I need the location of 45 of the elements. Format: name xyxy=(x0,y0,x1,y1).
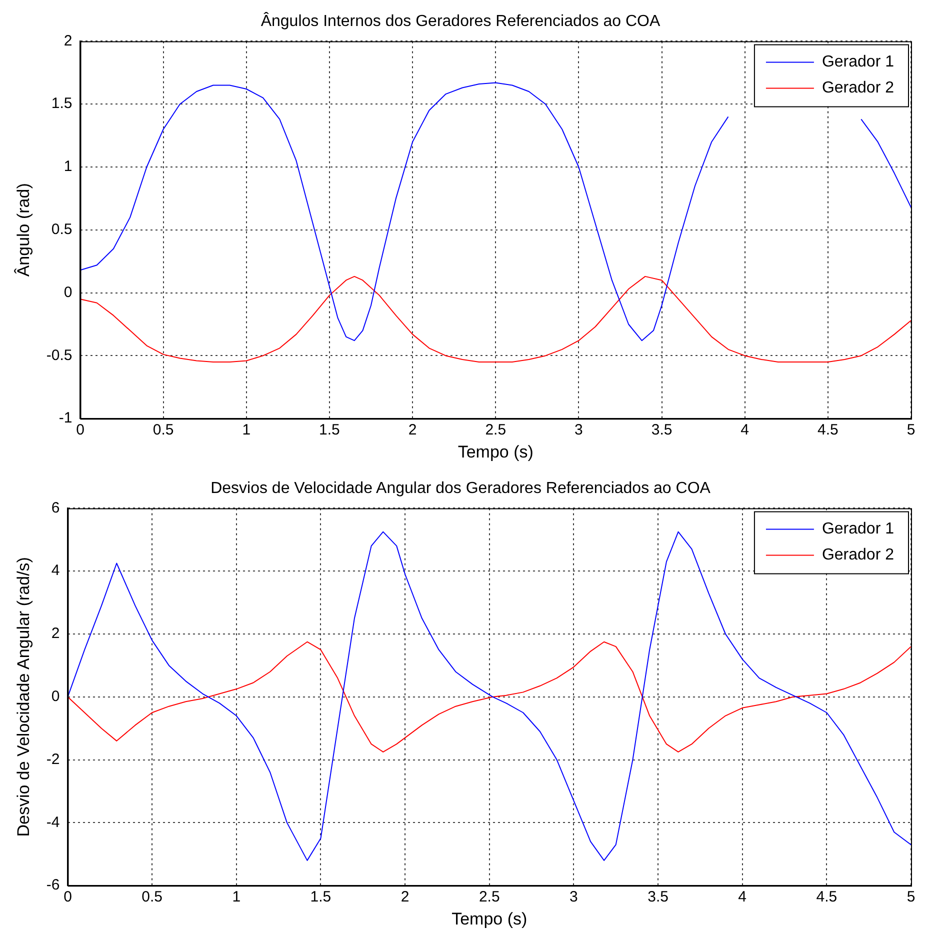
y-tick-label: -2 xyxy=(46,750,60,768)
chart-title: Desvios de Velocidade Angular dos Geradores Referenciados ao COA xyxy=(210,480,711,498)
x-tick-label: 3 xyxy=(574,422,583,439)
legend-label: Gerador 1 xyxy=(822,520,894,538)
x-tick-label: 4.5 xyxy=(817,422,838,439)
y-tick-label: 2 xyxy=(64,32,72,50)
y-tick-label: 2 xyxy=(51,625,60,642)
legend-label: Gerador 1 xyxy=(822,54,894,71)
y-axis-title: Desvio de Velocidade Angular (rad/s) xyxy=(14,557,33,837)
x-tick-label: 1 xyxy=(242,422,251,439)
x-tick-label: 5 xyxy=(906,888,916,906)
y-tick-label: -6 xyxy=(46,876,60,894)
y-tick-label: -1 xyxy=(58,410,72,427)
y-tick-label: 1.5 xyxy=(51,95,72,112)
x-tick-label: 4 xyxy=(740,422,750,439)
x-tick-label: 2.5 xyxy=(485,422,506,439)
x-tick-label: 4 xyxy=(738,888,747,906)
x-tick-label: 3 xyxy=(570,888,578,906)
x-axis-title: Tempo (s) xyxy=(458,442,534,462)
y-tick-label: 0.5 xyxy=(51,221,72,238)
y-tick-label: 6 xyxy=(51,499,60,516)
legend-label: Gerador 2 xyxy=(822,80,894,97)
x-tick-label: 0.5 xyxy=(152,422,174,439)
x-axis-title: Tempo (s) xyxy=(452,909,528,928)
x-tick-label: 0 xyxy=(76,422,84,439)
x-tick-label: 2 xyxy=(400,888,410,906)
y-tick-label: 0 xyxy=(51,688,60,706)
chart-title: Ângulos Internos dos Geradores Referenciados ao COA xyxy=(260,12,660,30)
x-tick-label: 0.5 xyxy=(142,888,162,906)
legend-label: Gerador 2 xyxy=(822,546,894,564)
y-tick-label: 0 xyxy=(64,284,72,301)
x-tick-label: 5 xyxy=(906,422,916,439)
x-tick-label: 4.5 xyxy=(816,888,838,906)
x-tick-label: 3.5 xyxy=(648,888,668,906)
x-tick-label: 3.5 xyxy=(651,422,672,439)
x-tick-label: 2 xyxy=(408,422,417,439)
y-tick-label: -4 xyxy=(46,814,60,831)
y-tick-label: -0.5 xyxy=(46,346,72,364)
x-tick-label: 1.5 xyxy=(310,888,332,906)
x-tick-label: 1 xyxy=(232,888,241,906)
y-axis-title: Ângulo (rad) xyxy=(14,183,33,277)
x-tick-label: 2.5 xyxy=(478,888,500,906)
x-tick-label: 1.5 xyxy=(319,422,340,439)
y-tick-label: 4 xyxy=(51,562,60,580)
y-tick-label: 1 xyxy=(64,158,72,176)
